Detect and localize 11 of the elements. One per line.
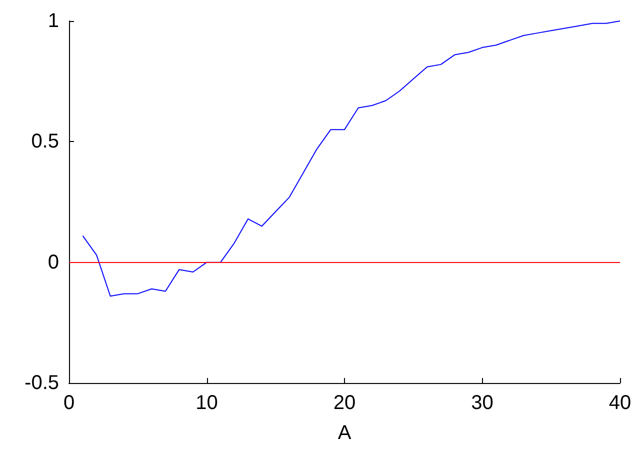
x-axis-title: A (338, 422, 352, 444)
y-tick-label: 1 (48, 10, 59, 32)
line-series (82, 20, 620, 297)
x-tick-label: 0 (63, 392, 75, 414)
x-tick-label: 20 (333, 392, 356, 414)
x-tick-label: 10 (196, 392, 218, 414)
y-tick-label: 0 (48, 251, 59, 274)
y-tick-label: -0.5 (24, 372, 59, 394)
y-tick-label: 0.5 (31, 130, 59, 153)
x-tick-label: 30 (471, 392, 494, 414)
x-tick-label: 40 (608, 392, 632, 414)
